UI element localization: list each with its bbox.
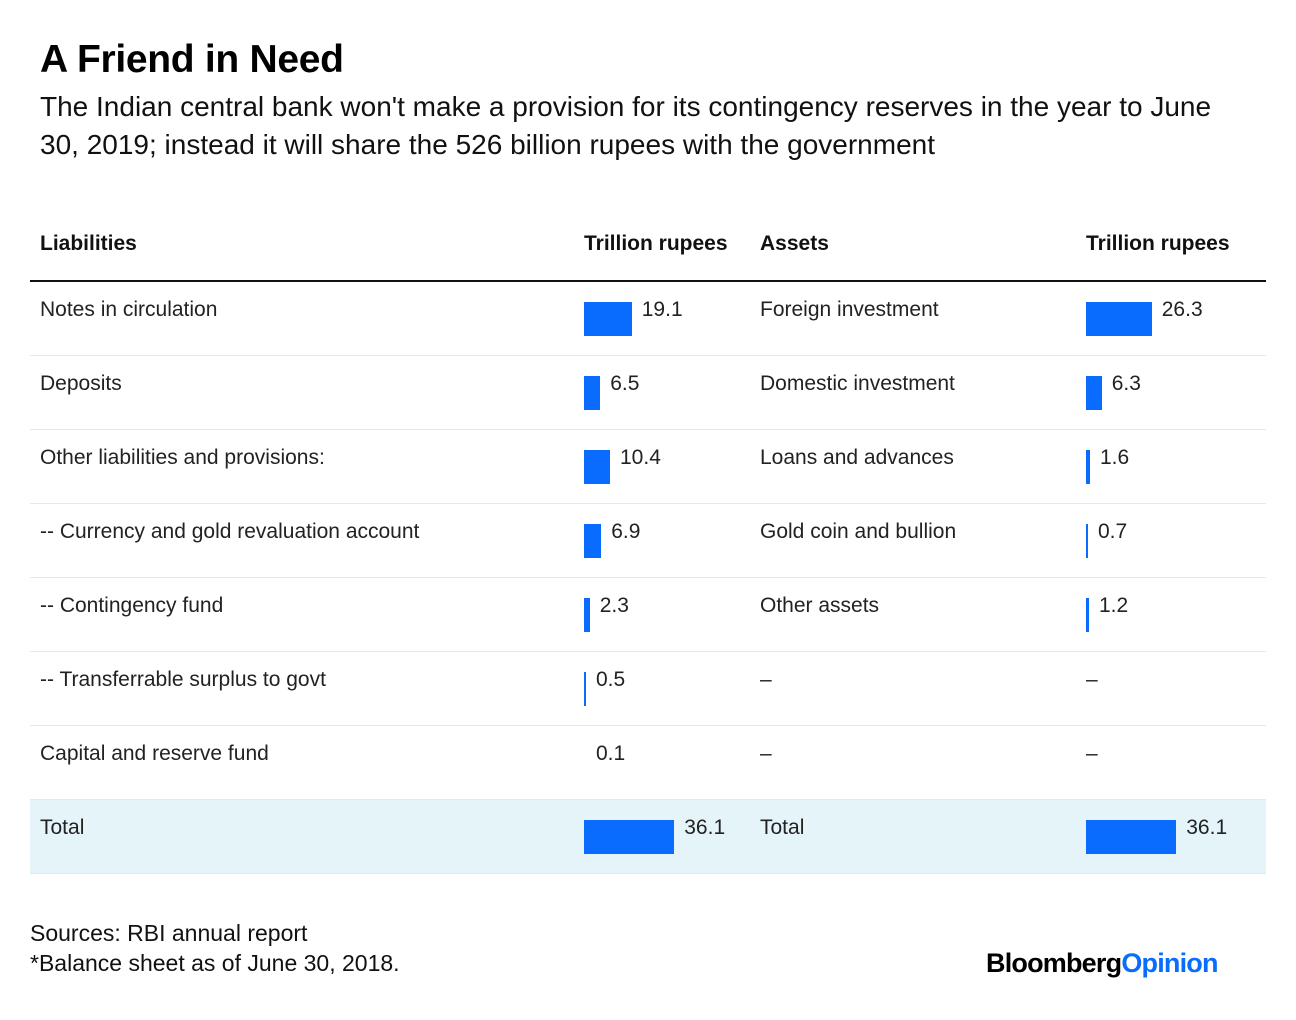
- liability-value: 6.5: [610, 372, 640, 395]
- table-header: Liabilities Trillion rupees Assets Trill…: [30, 222, 1266, 282]
- bloomberg-opinion-logo: BloombergOpinion: [986, 948, 1219, 979]
- header-assets-unit: Trillion rupees: [1086, 232, 1230, 255]
- liability-label: -- Currency and gold revaluation account: [40, 520, 420, 543]
- liability-value: 10.4: [620, 446, 661, 469]
- liability-bar: [584, 524, 602, 558]
- table-row: Notes in circulation 19.1 Foreign investme…: [30, 282, 1266, 356]
- liability-bar: [584, 672, 586, 706]
- asset-label: Domestic investment: [760, 372, 955, 395]
- asset-label: –: [760, 668, 772, 691]
- balance-sheet-note: *Balance sheet as of June 30, 2018.: [30, 950, 400, 976]
- liability-label: Other liabilities and provisions:: [40, 446, 325, 469]
- liability-value: 19.1: [641, 298, 683, 321]
- header-liabilities-unit: Trillion rupees: [584, 232, 728, 255]
- header-liabilities: Liabilities: [40, 232, 137, 255]
- asset-label: Loans and advances: [760, 446, 954, 469]
- liability-value: 0.1: [596, 742, 626, 765]
- asset-value: 1.6: [1100, 446, 1130, 469]
- asset-bar: [1086, 524, 1088, 558]
- asset-value: 6.3: [1111, 372, 1141, 395]
- liability-value: 2.3: [599, 594, 629, 617]
- liability-bar: [584, 820, 675, 854]
- asset-bar: [1086, 450, 1090, 484]
- source-note: Sources: RBI annual report *Balance shee…: [30, 918, 400, 978]
- logo-bloomberg: Bloomberg: [986, 948, 1122, 978]
- asset-bar: [1086, 302, 1152, 336]
- asset-label: Foreign investment: [760, 298, 939, 321]
- asset-label: –: [760, 742, 772, 765]
- liability-label: Capital and reserve fund: [40, 742, 269, 765]
- table-row: Other liabilities and provisions: 10.4 Loa…: [30, 430, 1266, 504]
- liability-label: Notes in circulation: [40, 298, 218, 321]
- table-row: -- Transferrable surplus to govt 0.5 – –: [30, 652, 1266, 726]
- liability-bar: [584, 302, 632, 336]
- table-row: Deposits 6.5 Domestic investment 6.3: [30, 356, 1266, 430]
- header-assets: Assets: [760, 232, 829, 255]
- liability-bar: [584, 450, 610, 484]
- asset-value: 0.7: [1098, 520, 1128, 543]
- asset-label: Gold coin and bullion: [760, 520, 957, 543]
- asset-bar: [1086, 376, 1102, 410]
- asset-value: –: [1086, 668, 1098, 691]
- chart-subtitle: The Indian central bank won't make a pro…: [40, 91, 1212, 160]
- asset-value: –: [1086, 742, 1098, 765]
- table-body: Notes in circulation 19.1 Foreign investme…: [30, 282, 1266, 874]
- liability-bar: [584, 376, 601, 410]
- table-row-total: Total 36.1 Total 36.1: [30, 800, 1266, 874]
- liability-label: -- Transferrable surplus to govt: [40, 668, 326, 691]
- liability-value: 0.5: [596, 668, 626, 691]
- table-row: -- Contingency fund 2.3 Other assets 1.2: [30, 578, 1266, 652]
- asset-value: 1.2: [1099, 594, 1129, 617]
- source-text: Sources: RBI annual report: [30, 920, 308, 946]
- logo-opinion: Opinion: [1121, 948, 1218, 978]
- asset-bar: [1086, 598, 1089, 632]
- asset-value: 26.3: [1161, 298, 1203, 321]
- table-row: Capital and reserve fund 0.1 – –: [30, 726, 1266, 800]
- liability-label: -- Contingency fund: [40, 594, 224, 617]
- chart-title: A Friend in Need: [40, 38, 344, 81]
- liability-value: 6.9: [611, 520, 641, 543]
- asset-bar: [1086, 820, 1177, 854]
- liability-label: Deposits: [40, 372, 122, 395]
- liability-value: 36.1: [684, 816, 726, 839]
- balance-sheet-table: Liabilities Trillion rupees Assets Trill…: [30, 222, 1266, 874]
- table-row: -- Currency and gold revaluation account…: [30, 504, 1266, 578]
- asset-label: Total: [760, 816, 805, 839]
- liability-label: Total: [40, 816, 85, 839]
- asset-label: Other assets: [760, 594, 880, 617]
- liability-bar: [584, 598, 590, 632]
- asset-value: 36.1: [1186, 816, 1228, 839]
